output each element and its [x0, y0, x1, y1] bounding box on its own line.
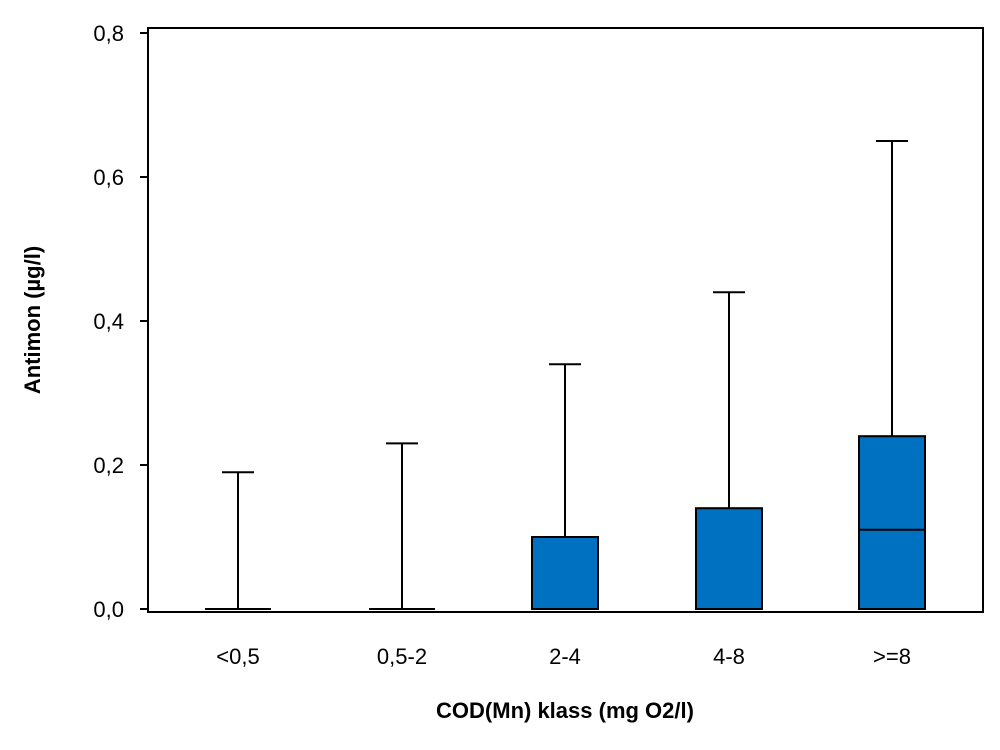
y-tick-label: 0,4 [93, 309, 124, 334]
y-axis-title: Antimon (µg/l) [20, 246, 45, 394]
box-group [695, 291, 763, 611]
box-group [531, 363, 599, 610]
box-series [205, 140, 926, 611]
x-axis-title: COD(Mn) klass (mg O2/l) [436, 698, 694, 723]
x-tick-label: 4-8 [713, 644, 745, 669]
x-tick-label: <0,5 [216, 644, 259, 669]
x-tick-label: 2-4 [549, 644, 581, 669]
iqr-box [695, 507, 763, 611]
x-tick-label: 0,5-2 [377, 644, 427, 669]
box-group [205, 471, 271, 610]
x-tick-label: >=8 [873, 644, 911, 669]
box-group [858, 140, 926, 611]
y-tick-label: 0,8 [93, 21, 124, 46]
x-axis: <0,5 0,5-2 2-4 4-8 >=8 [216, 644, 911, 669]
iqr-box [531, 536, 599, 610]
box-group [369, 442, 435, 610]
y-tick-label: 0,0 [93, 597, 124, 622]
iqr-box [858, 435, 926, 611]
y-tick-label: 0,2 [93, 453, 124, 478]
y-axis: 0,0 0,2 0,4 0,6 0,8 [93, 21, 148, 622]
y-tick-label: 0,6 [93, 165, 124, 190]
